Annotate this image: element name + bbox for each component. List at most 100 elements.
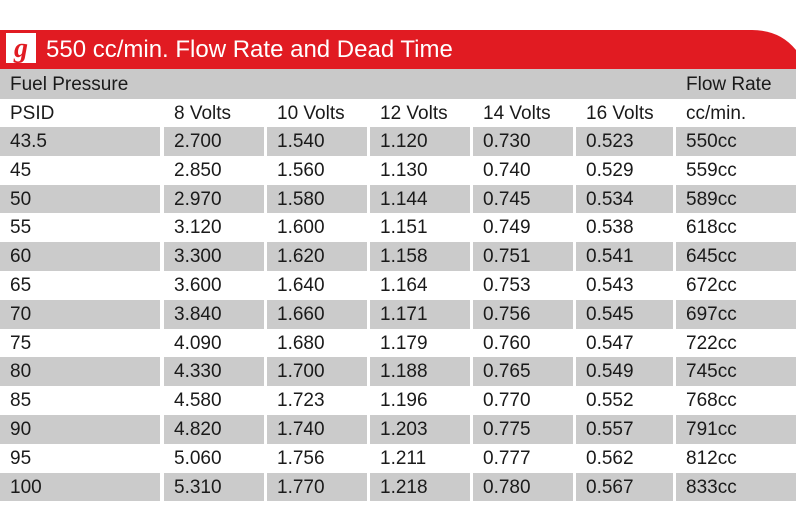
table-cell-14-volts: 0.765: [473, 357, 573, 387]
table-cell-12-volts: 1.120: [370, 127, 470, 156]
table-cell-12-volts: 1.158: [370, 242, 470, 271]
table-cell-8-volts: 3.120: [174, 217, 222, 239]
table-row: 50 2.970 1.580 1.144 0.745 0.534 589cc: [0, 184, 796, 214]
table-row: 75 4.090 1.680 1.179 0.760 0.547 722cc: [0, 329, 796, 358]
table-cell-psid: 65: [10, 274, 32, 296]
table-cell-cc-min: 645cc: [676, 242, 796, 271]
table-body: 43.5 2.700 1.540 1.120 0.730 0.523 550cc 45 2.85…: [0, 127, 796, 502]
table-cell-14-volts: 0.775: [473, 414, 573, 444]
title-bar-shape: [0, 30, 796, 69]
table-cell-10-volts: 1.756: [277, 447, 325, 469]
table-row: 43.5 2.700 1.540 1.120 0.730 0.523 550cc: [0, 127, 796, 156]
table-cell-10-volts: 1.620: [267, 242, 367, 271]
table-cell-10-volts: 1.660: [267, 299, 367, 329]
table-cell-16-volts: 0.541: [576, 242, 673, 271]
table-cell-8-volts: 4.820: [164, 414, 264, 444]
column-header-14-volts: 14 Volts: [483, 103, 551, 124]
table-cell-14-volts: 0.751: [473, 242, 573, 271]
table-cell-14-volts: 0.740: [483, 159, 531, 181]
table-cell-8-volts: 2.700: [164, 127, 264, 156]
table-cell-14-volts: 0.730: [473, 127, 573, 156]
table-cell-10-volts: 1.560: [277, 159, 325, 181]
table-cell-16-volts: 0.538: [586, 217, 634, 239]
table-cell-16-volts: 0.552: [586, 390, 634, 412]
table-cell-12-volts: 1.171: [370, 299, 470, 329]
table-cell-12-volts: 1.164: [380, 274, 428, 296]
flow-rate-table: Fuel Pressure Flow Rate PSID 8 Volts 10 Vo…: [0, 69, 796, 502]
table-cell-14-volts: 0.777: [483, 447, 531, 469]
column-header-cc-min: cc/min.: [686, 103, 747, 124]
table-cell-14-volts: 0.753: [483, 274, 531, 296]
table-cell-10-volts: 1.770: [267, 472, 367, 502]
table-cell-14-volts: 0.760: [483, 332, 531, 354]
table-cell-16-volts: 0.557: [576, 414, 673, 444]
table-cell-cc-min: 697cc: [676, 299, 796, 329]
table-cell-16-volts: 0.549: [576, 357, 673, 387]
table-cell-10-volts: 1.700: [267, 357, 367, 387]
table-column-row: PSID 8 Volts 10 Volts 12 Volts 14 Volts 16 Vo…: [0, 99, 796, 127]
table-row: 100 5.310 1.770 1.218 0.780 0.567 833cc: [0, 472, 796, 502]
table-cell-cc-min: 768cc: [686, 390, 737, 412]
table-row: 60 3.300 1.620 1.158 0.751 0.541 645cc: [0, 242, 796, 271]
table-cell-14-volts: 0.749: [483, 217, 531, 239]
table-cell-14-volts: 0.745: [473, 184, 573, 214]
table-cell-cc-min: 589cc: [676, 184, 796, 214]
brand-logo-icon: g: [6, 33, 36, 63]
table-cell-16-volts: 0.534: [576, 184, 673, 214]
table-cell-10-volts: 1.723: [277, 390, 325, 412]
table-cell-psid: 70: [0, 299, 160, 329]
column-header-8-volts: 8 Volts: [174, 103, 232, 124]
table-cell-12-volts: 1.130: [380, 159, 428, 181]
table-header-row: Fuel Pressure Flow Rate: [0, 69, 796, 99]
svg-text:g: g: [13, 33, 28, 63]
table-row: 85 4.580 1.723 1.196 0.770 0.552 768cc: [0, 386, 796, 415]
table-cell-14-volts: 0.770: [483, 390, 531, 412]
table-cell-cc-min: 618cc: [686, 217, 737, 239]
table-cell-psid: 85: [10, 390, 32, 412]
table-row: 45 2.850 1.560 1.130 0.740 0.529 559cc: [0, 156, 796, 185]
table-cell-psid: 45: [10, 159, 32, 181]
table-row: 65 3.600 1.640 1.164 0.753 0.543 672cc: [0, 271, 796, 300]
table-cell-psid: 80: [0, 357, 160, 387]
table-cell-psid: 60: [0, 242, 160, 271]
table-cell-10-volts: 1.640: [277, 274, 325, 296]
title-bar-background: [0, 30, 796, 69]
table-cell-psid: 43.5: [0, 127, 160, 156]
header-flow-rate: Flow Rate: [686, 74, 772, 95]
table-row: 55 3.120 1.600 1.151 0.749 0.538 618cc: [0, 213, 796, 242]
table-cell-8-volts: 3.600: [174, 274, 222, 296]
table-cell-16-volts: 0.543: [586, 274, 634, 296]
table-cell-12-volts: 1.218: [370, 472, 470, 502]
table-cell-14-volts: 0.780: [473, 472, 573, 502]
column-header-12-volts: 12 Volts: [380, 103, 448, 124]
table-cell-8-volts: 4.580: [174, 390, 222, 412]
table-cell-8-volts: 5.060: [174, 447, 222, 469]
table-cell-cc-min: 833cc: [676, 472, 796, 502]
table-cell-14-volts: 0.756: [473, 299, 573, 329]
table-cell-cc-min: 791cc: [676, 414, 796, 444]
table-cell-12-volts: 1.188: [370, 357, 470, 387]
table-cell-16-volts: 0.547: [586, 332, 634, 354]
table-cell-12-volts: 1.151: [380, 217, 428, 239]
table-cell-psid: 55: [10, 217, 32, 239]
table-cell-10-volts: 1.740: [267, 414, 367, 444]
table-cell-8-volts: 3.840: [164, 299, 264, 329]
table-cell-cc-min: 722cc: [686, 332, 737, 354]
table-cell-12-volts: 1.196: [380, 390, 428, 412]
table-cell-psid: 95: [10, 447, 32, 469]
table-cell-16-volts: 0.523: [576, 127, 673, 156]
table-row: 90 4.820 1.740 1.203 0.775 0.557 791cc: [0, 414, 796, 444]
table-cell-cc-min: 812cc: [686, 447, 737, 469]
table-cell-8-volts: 3.300: [164, 242, 264, 271]
table-row: 80 4.330 1.700 1.188 0.765 0.549 745cc: [0, 357, 796, 387]
header-fuel-pressure: Fuel Pressure: [10, 74, 129, 95]
table-cell-8-volts: 4.330: [164, 357, 264, 387]
table-cell-psid: 100: [0, 472, 160, 502]
table-cell-cc-min: 559cc: [686, 159, 737, 181]
table-cell-12-volts: 1.211: [380, 447, 427, 469]
table-cell-16-volts: 0.567: [576, 472, 673, 502]
page-title: 550 cc/min. Flow Rate and Dead Time: [46, 36, 453, 63]
column-header-psid: PSID: [10, 103, 55, 124]
table-cell-10-volts: 1.540: [267, 127, 367, 156]
title-bar: g 550 cc/min. Flow Rate and Dead Time: [0, 30, 796, 69]
